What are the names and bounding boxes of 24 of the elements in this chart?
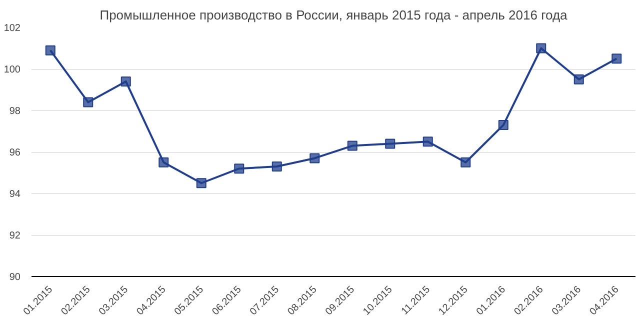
point: [234, 164, 244, 174]
point: [45, 45, 56, 56]
y-tick-label: 100: [4, 64, 21, 76]
y-tick-label: 90: [9, 272, 21, 283]
point: [574, 74, 584, 84]
chart-title: Промышленное производство в России, январь 2015 года - апрель 2016 года: [100, 8, 568, 22]
y-tick-label: 92: [9, 230, 21, 242]
point: [120, 76, 131, 86]
point: [422, 136, 433, 147]
point: [536, 43, 546, 54]
point: [196, 178, 206, 188]
point: [272, 162, 282, 172]
point: [310, 153, 320, 164]
point: [83, 97, 94, 108]
y-tick-label: 96: [9, 148, 21, 158]
point: [612, 54, 622, 64]
point: [460, 157, 471, 168]
y-tick-label: 102: [4, 23, 21, 34]
point: [385, 138, 396, 149]
point: [347, 140, 358, 151]
y-tick-label: 94: [9, 189, 21, 200]
y-tick-label: 98: [9, 106, 21, 117]
point: [158, 157, 169, 168]
point: [498, 120, 508, 130]
